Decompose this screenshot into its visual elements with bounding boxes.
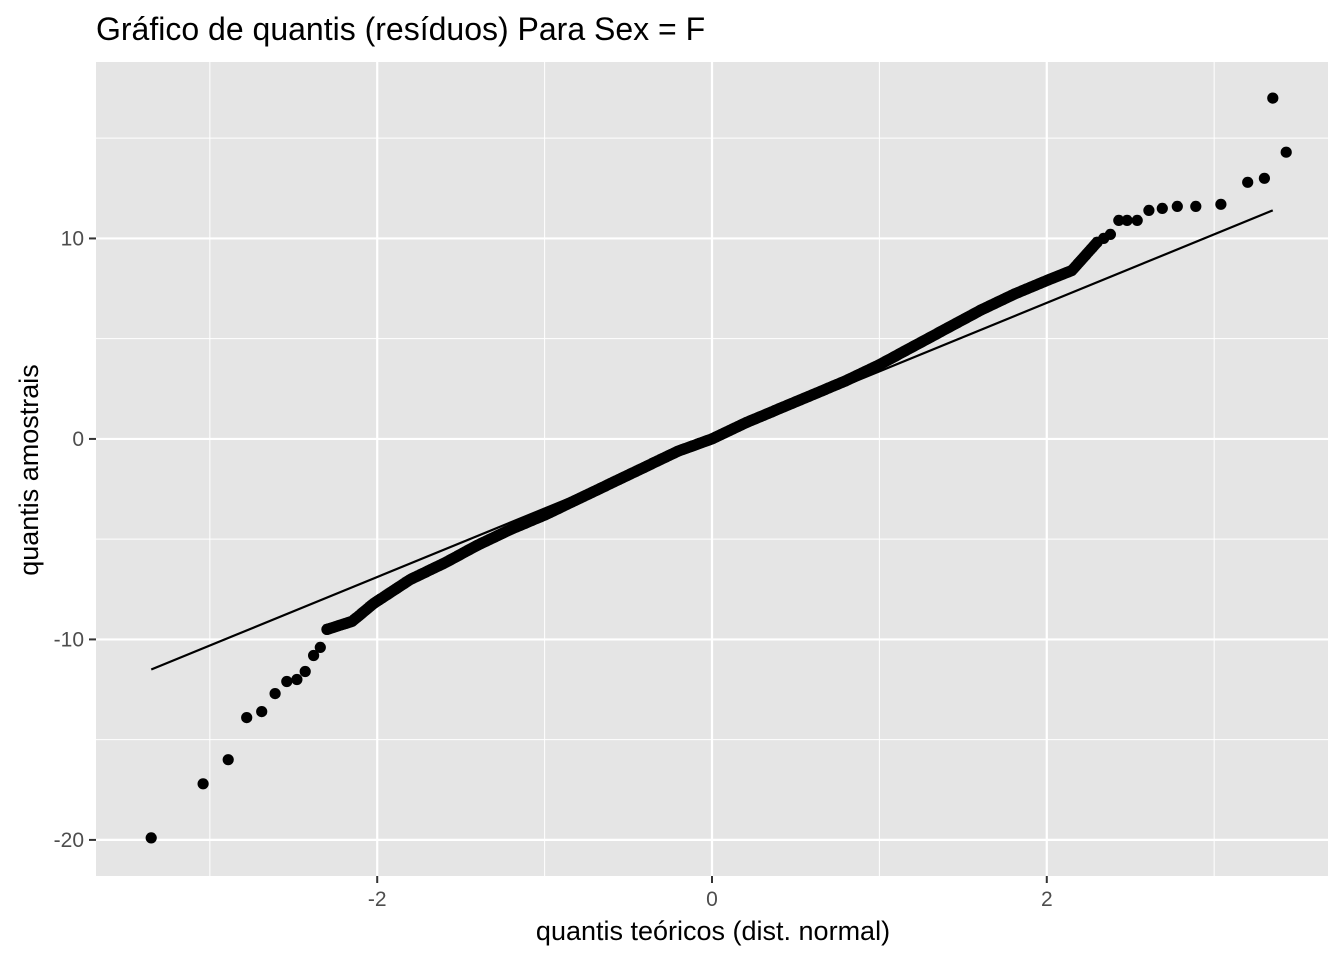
- y-axis-title: quantis amostrais: [14, 364, 44, 576]
- data-point: [1104, 228, 1116, 240]
- data-point: [281, 675, 293, 688]
- data-point: [1171, 200, 1183, 212]
- data-points: [145, 92, 1292, 844]
- y-tick-label: 10: [61, 227, 84, 250]
- x-tick-label: -2: [368, 888, 387, 911]
- data-point: [1143, 204, 1155, 216]
- data-point: [1190, 200, 1202, 212]
- data-point: [308, 649, 320, 662]
- data-point: [1215, 198, 1227, 210]
- chart-title: Gráfico de quantis (resíduos) Para Sex =…: [96, 11, 705, 47]
- data-point: [1258, 172, 1270, 184]
- y-axis-ticks: -20 -10 0 10: [54, 227, 96, 852]
- data-point: [197, 778, 209, 790]
- data-point: [1280, 146, 1292, 158]
- data-point: [1242, 176, 1254, 188]
- data-point: [256, 706, 268, 718]
- data-point: [145, 832, 157, 844]
- data-point: [291, 673, 303, 686]
- x-tick-label: 2: [1041, 888, 1053, 911]
- data-point: [299, 665, 311, 678]
- x-axis-ticks: -2 0 2: [368, 876, 1053, 911]
- data-point: [241, 712, 253, 724]
- data-point: [321, 623, 333, 636]
- data-point: [1267, 92, 1279, 104]
- data-point: [269, 688, 281, 700]
- data-point: [1131, 214, 1143, 226]
- data-point: [1156, 202, 1168, 214]
- y-tick-label: -20: [54, 829, 84, 852]
- y-tick-label: 0: [72, 428, 84, 451]
- x-axis-title: quantis teóricos (dist. normal): [536, 916, 890, 946]
- data-point: [222, 754, 234, 766]
- x-tick-label: 0: [706, 888, 718, 911]
- data-point: [314, 641, 326, 654]
- data-point: [1121, 214, 1133, 226]
- y-tick-label: -10: [54, 628, 84, 651]
- data-point: [1113, 214, 1125, 226]
